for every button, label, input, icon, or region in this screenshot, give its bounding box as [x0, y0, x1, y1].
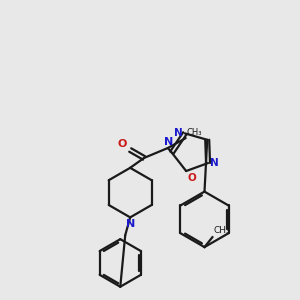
Text: N: N [174, 128, 183, 138]
Text: O: O [187, 173, 196, 183]
Text: CH₃: CH₃ [187, 128, 202, 137]
Text: CH₃: CH₃ [213, 226, 230, 235]
Text: N: N [210, 158, 219, 168]
Text: O: O [118, 139, 127, 149]
Text: N: N [164, 137, 173, 147]
Text: N: N [126, 219, 135, 230]
